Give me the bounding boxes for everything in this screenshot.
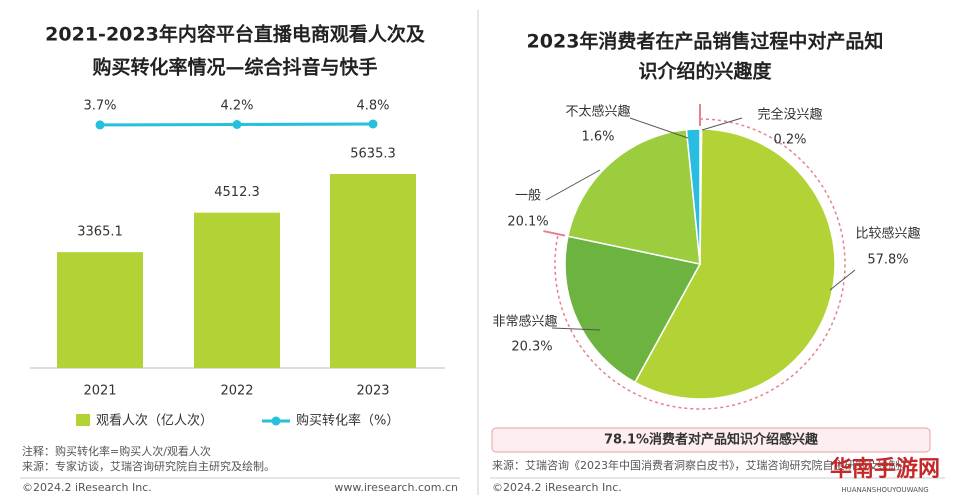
- data-label: 4.2%: [220, 99, 253, 114]
- line-point: [95, 120, 105, 130]
- data-label: 0.2%: [773, 133, 806, 148]
- data-label: 20.3%: [511, 340, 552, 355]
- legend-label: 购买转化率（%）: [296, 413, 399, 429]
- leader-line: [551, 327, 601, 331]
- data-label: 20.1%: [507, 215, 548, 230]
- chart-title: 识介绍的兴趣度: [638, 60, 772, 83]
- pie-slice: [685, 128, 701, 265]
- x-tick-label: 2022: [220, 384, 253, 399]
- callout-box: [491, 427, 931, 453]
- leader-line: [629, 117, 689, 139]
- watermark: 华南手游网: [830, 456, 940, 482]
- data-label: 4.8%: [356, 99, 389, 114]
- note: 注释：购买转化率=购买人次/观看人次: [22, 444, 211, 458]
- legend-swatch: [76, 414, 90, 426]
- legend-swatch: [271, 416, 281, 426]
- x-tick-label: 2023: [356, 384, 389, 399]
- x-tick-label: 2021: [83, 384, 116, 399]
- line-point: [232, 120, 242, 129]
- data-label: 57.8%: [867, 253, 908, 268]
- note: 来源：艾瑞咨询《2023年中国消费者洞察白皮书》，艾瑞咨询研究院自主研究及绘制。: [492, 458, 911, 472]
- callout: 78.1%消费者对产品知识介绍感兴趣: [604, 432, 819, 448]
- watermark: HUANANSHOUYOUWANG: [841, 486, 928, 494]
- line-point: [368, 119, 378, 129]
- footer: ©2024.2 iResearch Inc.: [22, 481, 152, 494]
- footer: ©2024.2 iResearch Inc.: [492, 481, 622, 494]
- data-label: 5635.3: [350, 147, 396, 162]
- legend-label: 观看人次（亿人次）: [96, 413, 213, 429]
- leader-line: [701, 117, 743, 131]
- pie-slice: [633, 128, 836, 400]
- interest-arc: [554, 118, 846, 410]
- note: 来源：专家访谈，艾瑞咨询研究院自主研究及绘制。: [22, 459, 275, 473]
- leader-line: [829, 269, 856, 291]
- bar: [330, 174, 416, 368]
- footer: www.iresearch.com.cn: [334, 481, 458, 494]
- bar: [194, 212, 280, 368]
- leader-line: [545, 169, 601, 201]
- chart-title: 2021-2023年内容平台直播电商观看人次及: [45, 23, 426, 46]
- slice-label: 非常感兴趣: [492, 314, 557, 330]
- data-label: 3.7%: [83, 99, 116, 114]
- slice-label: 不太感兴趣: [565, 104, 630, 120]
- chart-title: 2023年消费者在产品销售过程中对产品知: [527, 30, 884, 53]
- bar: [57, 252, 143, 368]
- data-label: 1.6%: [581, 130, 614, 145]
- data-label: 4512.3: [214, 185, 260, 200]
- slice-label: 比较感兴趣: [855, 226, 920, 242]
- slice-label: 一般: [515, 188, 541, 204]
- chart-title: 购买转化率情况—综合抖音与快手: [92, 56, 377, 79]
- interest-tick: [543, 230, 566, 237]
- slice-label: 完全没兴趣: [757, 107, 822, 123]
- data-label: 3365.1: [77, 225, 123, 240]
- pie-slice: [564, 235, 702, 384]
